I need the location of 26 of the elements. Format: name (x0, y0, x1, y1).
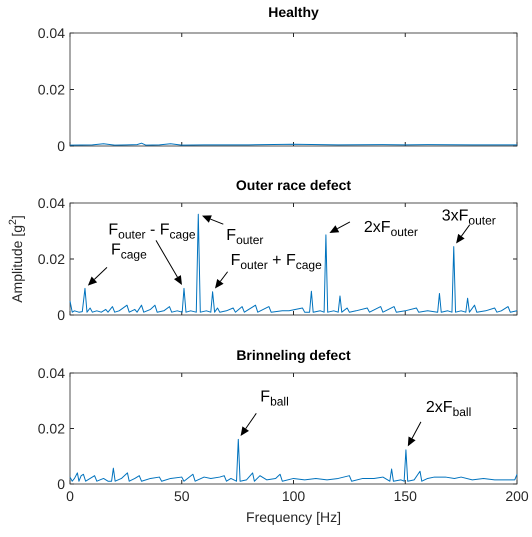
annotation: 3xF$_{outer}$ (442, 208, 496, 228)
x-tick-label: 150 (394, 488, 418, 504)
line-series (70, 438, 518, 482)
x-tick-label: 100 (282, 488, 306, 504)
y-tick-label: 0.02 (38, 82, 66, 98)
y-tick-label: 0 (57, 307, 66, 323)
x-axis-title: Frequency [Hz] (246, 509, 341, 525)
annotation: 2xF$_{ball}$ (426, 398, 472, 420)
y-tick-label: 0 (57, 138, 66, 154)
y-tick-label: 0.02 (38, 420, 66, 436)
y-tick-label: 0 (57, 476, 66, 492)
chart-title: Healthy (268, 4, 319, 20)
y-tick-label: 0.02 (38, 251, 66, 267)
chart-title: Outer race defect (236, 177, 352, 193)
y-tick-label: 0.04 (38, 365, 66, 381)
y-tick-label: 0.04 (38, 195, 66, 211)
annotation: F$_{outer}$ (226, 227, 264, 248)
annotation: 2xF$_{outer}$ (364, 218, 418, 240)
annotation: F$_{ball}$ (260, 388, 289, 409)
chart-title: Brinneling defect (236, 347, 352, 363)
x-tick-label: 200 (505, 488, 529, 504)
y-tick-label: 0.04 (38, 25, 66, 41)
annotation: F$_{outer}$ + F$_{cage}$ (230, 252, 322, 272)
x-tick-label: 50 (174, 488, 190, 504)
annotation: F$_{outer}$ - F$_{cage}$ (108, 221, 196, 242)
annotation: F$_{cage}$ (110, 241, 148, 262)
